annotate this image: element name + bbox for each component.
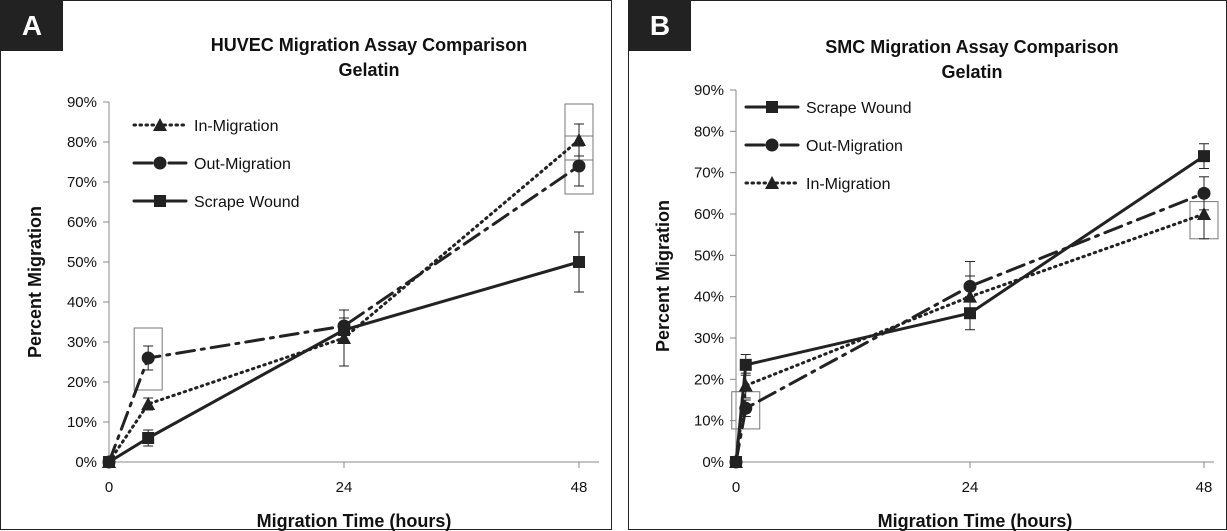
legend-marker-circle (765, 138, 779, 152)
x-axis-title: Migration Time (hours) (878, 511, 1073, 531)
x-axis-title: Migration Time (hours) (257, 511, 452, 531)
y-tick-label: 70% (694, 165, 724, 182)
y-tick-label: 10% (694, 413, 724, 430)
y-tick-label: 10% (67, 414, 97, 431)
legend-label: In-Migration (194, 118, 278, 135)
y-tick-label: 60% (694, 206, 724, 223)
legend-marker-square (154, 195, 166, 207)
y-tick-label: 0% (75, 454, 97, 471)
chart-b-svg: SMC Migration Assay Comparison Gelatin 0% 1… (653, 37, 1219, 531)
y-tick-label: 20% (67, 374, 97, 391)
y-axis-title: Percent Migration (25, 206, 45, 358)
series-line-circle (107, 164, 581, 464)
data-point-circle (141, 351, 155, 365)
legend-marker-circle (153, 156, 167, 170)
x-tick-label: 24 (336, 479, 353, 496)
y-tick-label: 70% (67, 174, 97, 191)
y-tick-label: 90% (694, 82, 724, 99)
y-tick-label: 80% (67, 134, 97, 151)
highlight-box (133, 327, 163, 391)
data-point-square (103, 456, 115, 468)
chart-a-svg: HUVEC Migration Assay Comparison Gelatin 0… (25, 35, 599, 531)
data-point-triangle (141, 397, 156, 410)
series-line-circle (734, 191, 1206, 464)
panel-label-a: A (1, 1, 63, 51)
chart-title: HUVEC Migration Assay Comparison (211, 35, 527, 55)
y-tick-label: 50% (694, 247, 724, 264)
y-tick-label: 60% (67, 214, 97, 231)
series-line-triangle (107, 138, 581, 464)
data-point-square (338, 324, 350, 336)
y-tick-label: 40% (694, 289, 724, 306)
x-tick-label: 0 (105, 479, 113, 496)
y-tick-label: 20% (694, 371, 724, 388)
y-tick-label: 30% (67, 334, 97, 351)
x-tick-label: 48 (1196, 479, 1213, 496)
y-tick-label: 0% (702, 454, 724, 471)
legend-label: Scrape Wound (194, 194, 300, 211)
x-tick-label: 0 (732, 479, 740, 496)
data-point-triangle (1197, 207, 1211, 220)
data-point-triangle (738, 378, 753, 392)
legend-label: In-Migration (806, 176, 890, 193)
legend-marker-triangle (765, 176, 779, 189)
chart-panel-b: B SMC Migration Assay Comparison Gelatin 0… (628, 0, 1227, 531)
y-tick-label: 40% (67, 294, 97, 311)
series-line-square (107, 260, 581, 464)
data-point-circle (572, 159, 586, 173)
legend-label: Scrape Wound (806, 100, 912, 117)
data-point-square (142, 432, 155, 444)
legend-marker-triangle (153, 118, 167, 131)
chart-subtitle: Gelatin (941, 62, 1002, 82)
data-point-square (573, 256, 585, 268)
data-point-triangle (729, 455, 743, 468)
x-tick-label: 48 (571, 479, 588, 496)
chart-panel-a: A HUVEC Migration Assay Comparison Gelati… (0, 0, 612, 531)
y-tick-label: 50% (67, 254, 97, 271)
y-tick-label: 30% (694, 330, 724, 347)
data-point-triangle (572, 133, 586, 146)
legend-marker-square (766, 101, 778, 113)
series-line-triangle (734, 212, 1206, 464)
x-tick-label: 24 (962, 479, 979, 496)
legend-label: Out-Migration (806, 138, 903, 155)
legend-label: Out-Migration (194, 156, 291, 173)
chart-title: SMC Migration Assay Comparison (825, 37, 1118, 57)
data-point-square (739, 358, 752, 371)
y-tick-label: 90% (67, 94, 97, 111)
data-point-square (1198, 150, 1210, 163)
y-axis-title: Percent Migration (653, 200, 673, 352)
data-point-triangle (963, 289, 977, 303)
y-tick-label: 80% (694, 123, 724, 140)
panel-label-b: B (629, 1, 691, 51)
chart-subtitle: Gelatin (338, 60, 399, 80)
